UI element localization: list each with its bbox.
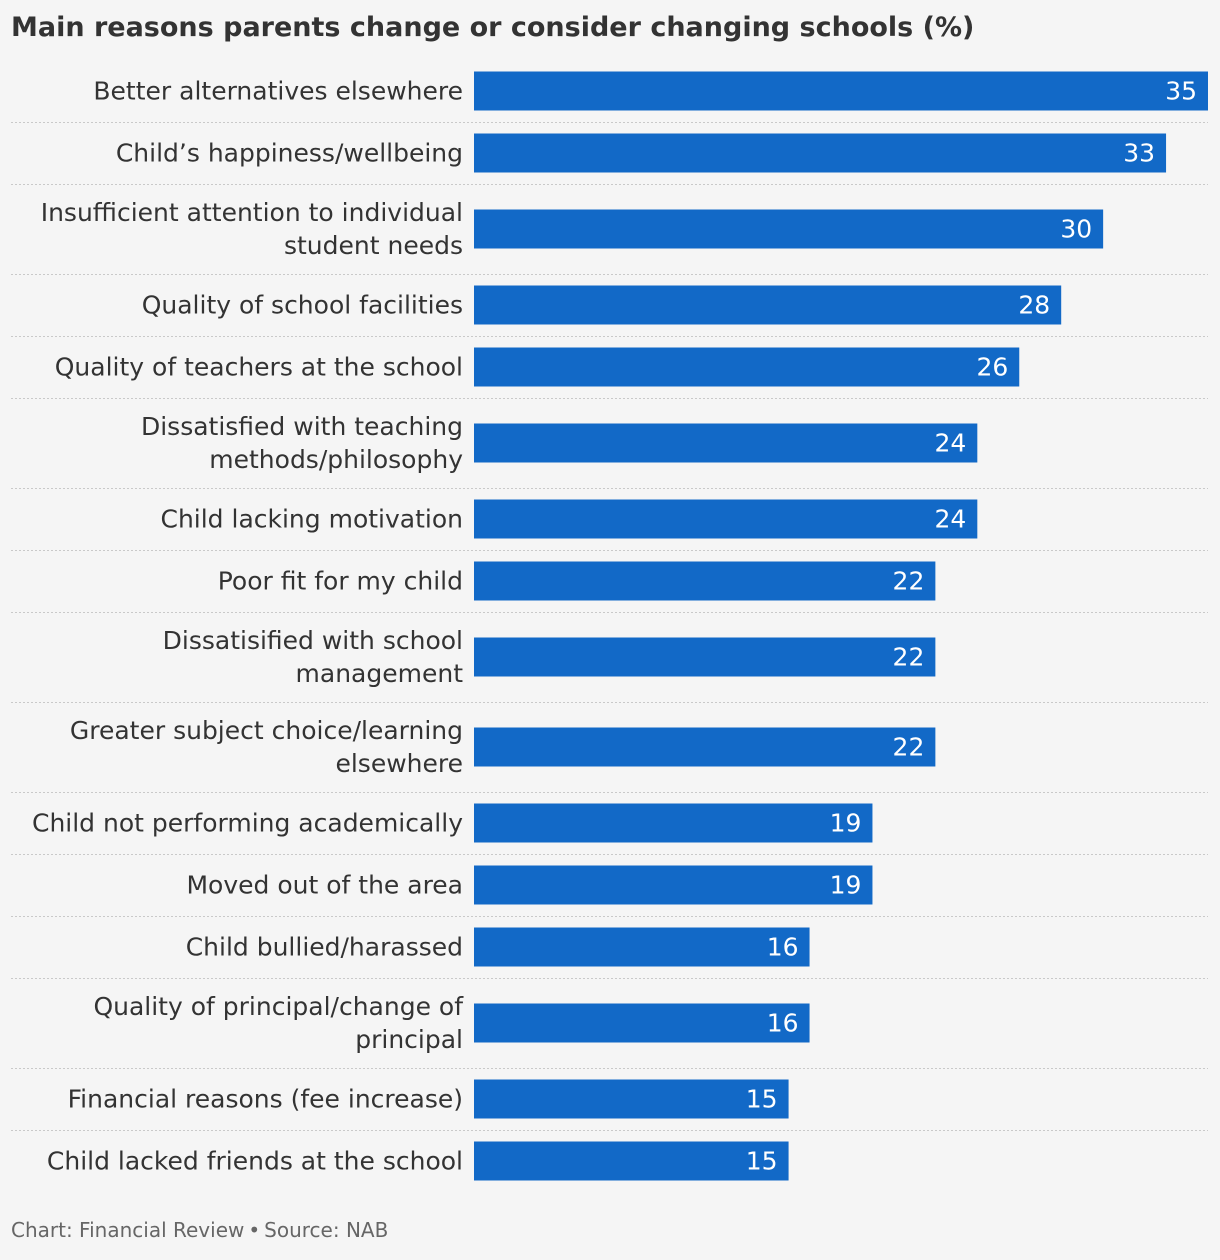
bar: [474, 285, 1062, 325]
category-label-line: Moved out of the area: [186, 871, 463, 900]
category-label: Child lacked friends at the school: [47, 1147, 463, 1176]
bar: [474, 865, 873, 905]
category-label-line: Greater subject choice/learning: [70, 716, 463, 745]
bar: [474, 1003, 810, 1043]
category-label-line: Quality of school facilities: [142, 291, 463, 320]
category-label-line: Child’s happiness/wellbeing: [116, 139, 463, 168]
category-label-line: Dissatisfied with teaching: [141, 412, 463, 441]
value-label: 15: [746, 1147, 778, 1176]
category-label-line: management: [296, 659, 464, 688]
category-label: Child bullied/harassed: [186, 933, 463, 962]
bar: [474, 927, 810, 967]
value-label: 16: [767, 933, 799, 962]
category-label-line: principal: [355, 1025, 463, 1054]
category-label: Child lacking motivation: [160, 505, 463, 534]
value-label: 24: [935, 505, 967, 534]
category-label-line: student needs: [284, 231, 463, 260]
chart-source: Source: NAB: [264, 1218, 389, 1242]
bar: [474, 133, 1167, 173]
chart-credit: Chart: Financial Review: [11, 1218, 245, 1242]
footer-separator: •: [248, 1218, 261, 1242]
value-label: 35: [1165, 77, 1197, 106]
category-label-line: Poor fit for my child: [218, 567, 463, 596]
category-label: Moved out of the area: [186, 871, 463, 900]
bar: [474, 209, 1104, 249]
category-label: Better alternatives elsewhere: [93, 77, 463, 106]
value-label: 15: [746, 1085, 778, 1114]
category-label-line: Child lacking motivation: [160, 505, 463, 534]
value-label: 22: [893, 567, 925, 596]
value-label: 24: [935, 429, 967, 458]
category-label: Quality of principal/change of principal: [93, 992, 464, 1054]
bar: [474, 803, 873, 843]
bar: [474, 71, 1208, 111]
bar: [474, 637, 936, 677]
category-label: Insufficient attention to individual stud…: [41, 198, 463, 260]
value-label: 30: [1060, 215, 1092, 244]
category-label-line: Child lacked friends at the school: [47, 1147, 463, 1176]
value-label: 16: [767, 1009, 799, 1038]
category-label-line: Better alternatives elsewhere: [93, 77, 463, 106]
value-label: 26: [976, 353, 1008, 382]
bar: [474, 423, 978, 463]
bar: [474, 1141, 789, 1181]
category-label-line: methods/philosophy: [209, 445, 463, 474]
bar: [474, 1079, 789, 1119]
category-label: Financial reasons (fee increase): [68, 1085, 463, 1114]
bar: [474, 499, 978, 539]
bar: [474, 347, 1020, 387]
category-label: Quality of teachers at the school: [55, 353, 463, 382]
category-label: Quality of school facilities: [142, 291, 463, 320]
category-label-line: Child bullied/harassed: [186, 933, 463, 962]
category-label-line: Child not performing academically: [32, 809, 463, 838]
category-label-line: Financial reasons (fee increase): [68, 1085, 463, 1114]
category-label-line: Quality of principal/change of: [93, 992, 464, 1021]
category-label-line: Dissatisified with school: [163, 626, 463, 655]
category-label-line: elsewhere: [335, 749, 463, 778]
chart-footer: Chart: Financial Review • Source: NAB: [11, 1218, 388, 1242]
bar: [474, 727, 936, 767]
bar-chart: Better alternatives elsewhere 35 Child’s h…: [11, 71, 1208, 1181]
value-label: 22: [893, 643, 925, 672]
category-label: Child’s happiness/wellbeing: [116, 139, 463, 168]
value-label: 19: [830, 871, 862, 900]
value-label: 22: [893, 733, 925, 762]
value-label: 19: [830, 809, 862, 838]
category-label-line: Quality of teachers at the school: [55, 353, 463, 382]
category-label: Child not performing academically: [32, 809, 463, 838]
category-label: Greater subject choice/learning elsewhere: [70, 716, 463, 778]
category-label: Poor fit for my child: [218, 567, 463, 596]
category-label: Dissatisfied with teaching methods/philos…: [141, 412, 463, 474]
bar: [474, 561, 936, 601]
value-label: 33: [1123, 139, 1155, 168]
chart-title: Main reasons parents change or consider …: [11, 12, 975, 43]
category-label-line: Insufficient attention to individual: [41, 198, 463, 227]
category-label: Dissatisified with school management: [163, 626, 464, 688]
value-label: 28: [1018, 291, 1050, 320]
